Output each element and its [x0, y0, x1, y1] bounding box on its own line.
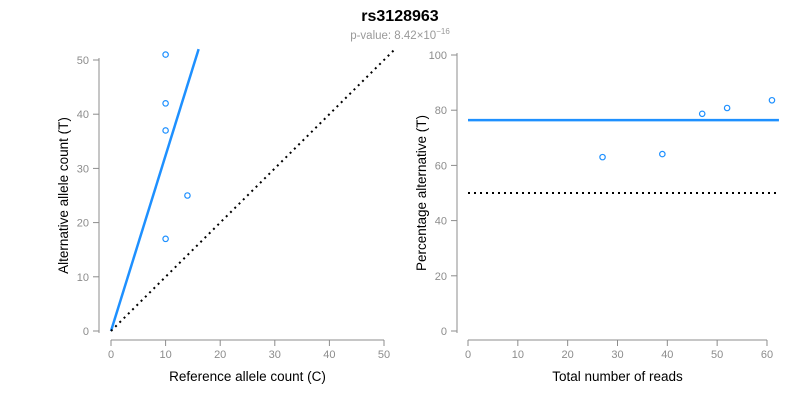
x-tick-label: 10 [159, 349, 171, 361]
pvalue-exponent: −16 [436, 27, 450, 36]
data-point [659, 150, 666, 158]
x-axis-label: Total number of reads [552, 369, 683, 384]
y-tick-label: 10 [77, 272, 89, 284]
x-tick-label: 20 [562, 349, 574, 361]
y-tick-label: 20 [77, 218, 89, 230]
data-point [768, 96, 776, 104]
x-tick-label: 60 [761, 349, 773, 361]
data-points [162, 51, 191, 243]
x-tick-label: 30 [611, 349, 623, 361]
x-tick-label: 40 [661, 349, 673, 361]
scatter-plot-left: 0 10 20 30 40 50 0 10 20 30 40 50 Reference allele c… [56, 48, 396, 384]
x-tick-label: 0 [465, 349, 471, 361]
y-axis-label: Alternative allele count (T) [56, 117, 71, 274]
data-point [162, 100, 169, 107]
y-tick-label: 20 [435, 271, 447, 283]
tick-labels: 0 10 20 30 40 50 0 10 20 30 40 50 [77, 55, 390, 361]
scatter-plot-right: 0 10 20 30 40 50 60 0 20 40 60 80 100 Total number of… [414, 50, 779, 384]
x-axis-label: Reference allele count (C) [169, 369, 326, 384]
y-axis-label: Percentage alternative (T) [414, 115, 429, 271]
x-tick-label: 0 [108, 349, 114, 361]
data-points [599, 96, 776, 161]
y-tick-label: 60 [435, 160, 447, 172]
axes [93, 58, 385, 346]
figure-title: rs3128963 [361, 8, 439, 25]
fit-line [109, 48, 200, 332]
tick-labels: 0 10 20 30 40 50 60 0 20 40 60 80 100 [429, 50, 773, 361]
y-tick-label: 50 [77, 55, 89, 67]
axes [451, 53, 768, 346]
x-tick-label: 30 [269, 349, 281, 361]
data-point [162, 51, 169, 58]
y-tick-label: 0 [83, 326, 89, 338]
data-point [723, 104, 731, 112]
y-tick-label: 40 [77, 109, 89, 121]
data-point [184, 192, 191, 199]
pvalue-text: p-value: 8.42×10 [350, 29, 437, 42]
data-point [599, 153, 606, 161]
data-point [162, 235, 169, 243]
y-tick-label: 0 [441, 326, 447, 338]
x-tick-label: 50 [711, 349, 723, 361]
y-tick-label: 100 [429, 50, 447, 62]
y-tick-label: 30 [77, 163, 89, 175]
x-tick-label: 20 [214, 349, 226, 361]
y-tick-label: 40 [435, 216, 447, 228]
x-tick-label: 50 [378, 349, 390, 361]
y-tick-label: 80 [435, 105, 447, 117]
x-tick-label: 40 [323, 349, 335, 361]
figure-subtitle: p-value: 8.42×10−16 [0, 27, 800, 42]
identity-line [110, 48, 396, 332]
data-point [162, 127, 169, 134]
x-tick-label: 10 [512, 349, 524, 361]
data-point [698, 110, 706, 118]
